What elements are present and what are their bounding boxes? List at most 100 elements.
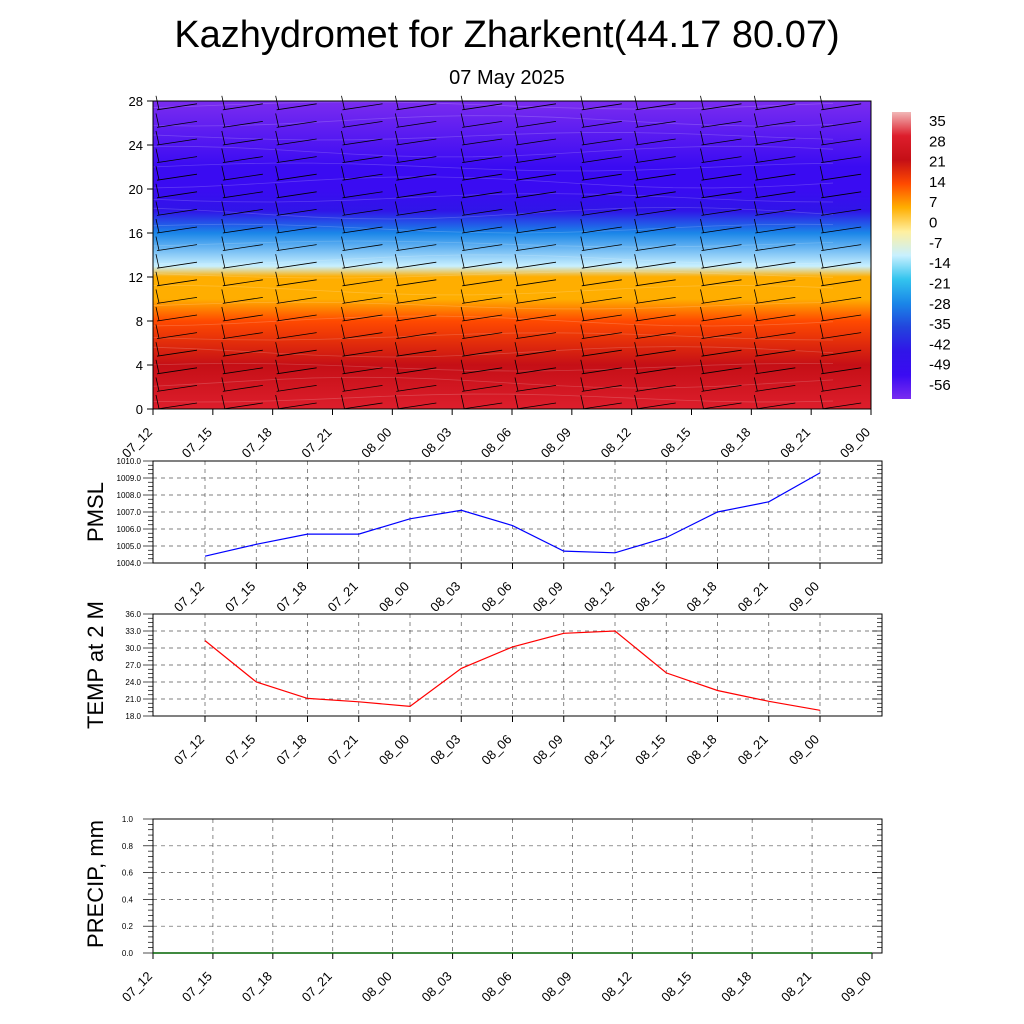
wind-barb <box>635 191 676 199</box>
wind-barb-flag <box>155 148 160 163</box>
wind-barb <box>342 385 383 392</box>
wind-barb-flag <box>341 306 345 321</box>
x-tick-label: 08_00 <box>359 969 395 1005</box>
x-tick-label: 08_06 <box>478 969 514 1005</box>
wind-barb <box>462 279 503 287</box>
wind-barb <box>701 191 742 199</box>
colorbar-label: -35 <box>929 316 951 333</box>
wind-barb-flag <box>580 148 585 163</box>
wind-barb-flag <box>221 218 226 233</box>
wind-barb <box>222 156 263 163</box>
wind-barb <box>755 173 796 181</box>
wind-barb <box>462 367 503 375</box>
wind-barb <box>342 349 383 357</box>
wind-barb <box>821 279 862 287</box>
wind-barb-flag <box>460 306 465 321</box>
wind-barb <box>222 314 263 322</box>
wind-barb-flag <box>580 324 585 339</box>
wind-barb <box>462 173 503 181</box>
wind-barb <box>396 103 437 111</box>
wind-barb-flag <box>514 236 519 251</box>
wind-barb-flag <box>155 201 160 216</box>
x-tick-label: 08_15 <box>632 579 668 615</box>
wind-barb <box>635 261 676 269</box>
y-tick-label: 0.0 <box>122 949 134 958</box>
wind-barb-flag <box>155 130 160 145</box>
colorbar-label: 7 <box>929 194 937 211</box>
x-tick-label: 07_12 <box>119 969 155 1005</box>
wind-barb-flag <box>394 201 399 216</box>
wind-barb <box>581 279 622 287</box>
x-tick-label: 07_18 <box>273 732 309 768</box>
wind-barb-flag <box>275 324 280 339</box>
wind-barb-flag <box>155 271 160 286</box>
wind-barb <box>222 121 263 128</box>
wind-barb-flag <box>341 166 345 180</box>
wind-barb-flag <box>753 377 758 392</box>
wind-barb <box>222 279 263 287</box>
x-tick-label: 08_18 <box>683 579 719 615</box>
wind-barb <box>342 367 383 375</box>
wind-barb-flag <box>580 113 585 128</box>
colorbar-label: 28 <box>929 133 946 150</box>
y-tick-label: 1010.0 <box>117 457 142 466</box>
wind-barb <box>755 314 796 322</box>
wind-barb-flag <box>514 218 519 233</box>
wind-barb-flag <box>275 306 280 321</box>
wind-barb <box>581 297 622 304</box>
wind-barb-flag <box>700 201 704 216</box>
wind-barb <box>276 297 317 304</box>
wind-barb <box>701 138 742 146</box>
wind-barb-flag <box>819 324 824 339</box>
wind-barb-flag <box>221 324 226 339</box>
wind-barb-flag <box>341 113 345 128</box>
wind-barb-flag <box>394 236 399 251</box>
x-tick-label: 08_03 <box>419 969 455 1005</box>
wind-barb <box>581 367 622 375</box>
wind-barb <box>635 138 676 146</box>
wind-barb <box>701 314 742 322</box>
x-tick-label: 08_21 <box>777 425 813 461</box>
wind-barb <box>396 138 437 146</box>
contour-line <box>152 240 834 248</box>
wind-barb <box>396 402 437 410</box>
chart-subtitle: 07 May 2025 <box>449 67 565 89</box>
wind-barb-flag <box>221 394 226 409</box>
x-tick-label: 08_03 <box>427 579 463 615</box>
wind-barb-flag <box>460 183 465 198</box>
y-tick-label: 12 <box>129 270 143 285</box>
wind-barb-flag <box>155 324 160 339</box>
wind-barb <box>701 209 742 216</box>
x-tick-label: 07_15 <box>222 732 258 768</box>
contour-line <box>152 271 834 279</box>
wind-barb <box>635 314 676 322</box>
wind-barb-flag <box>394 130 399 145</box>
temperature-field <box>153 101 871 409</box>
wind-barb-flag <box>221 183 226 198</box>
wind-barb-flag <box>819 306 824 321</box>
wind-barb-flag <box>514 201 519 216</box>
wind-barb <box>581 314 622 322</box>
wind-barb <box>222 402 263 410</box>
y-tick-label: 0.8 <box>122 842 134 851</box>
wind-barb <box>342 209 383 216</box>
x-tick-label: 08_03 <box>427 732 463 768</box>
wind-barb <box>701 226 742 234</box>
wind-barb-flag <box>275 148 280 163</box>
wind-barb <box>156 226 198 234</box>
wind-barb-flag <box>460 95 465 110</box>
wind-barb <box>222 385 263 392</box>
wind-barb-flag <box>394 95 399 110</box>
colorbar-bar <box>892 112 911 399</box>
wind-barb-flag <box>580 236 585 251</box>
wind-barb-flag <box>700 342 704 356</box>
wind-barb-flag <box>155 377 160 392</box>
wind-barb-flag <box>221 342 226 356</box>
wind-barb <box>276 279 317 287</box>
wind-barb <box>156 191 198 199</box>
wind-barb-flag <box>275 166 280 180</box>
wind-barb <box>821 103 862 111</box>
wind-barb <box>462 402 503 410</box>
wind-barb <box>515 191 557 199</box>
wind-barb <box>701 402 742 410</box>
